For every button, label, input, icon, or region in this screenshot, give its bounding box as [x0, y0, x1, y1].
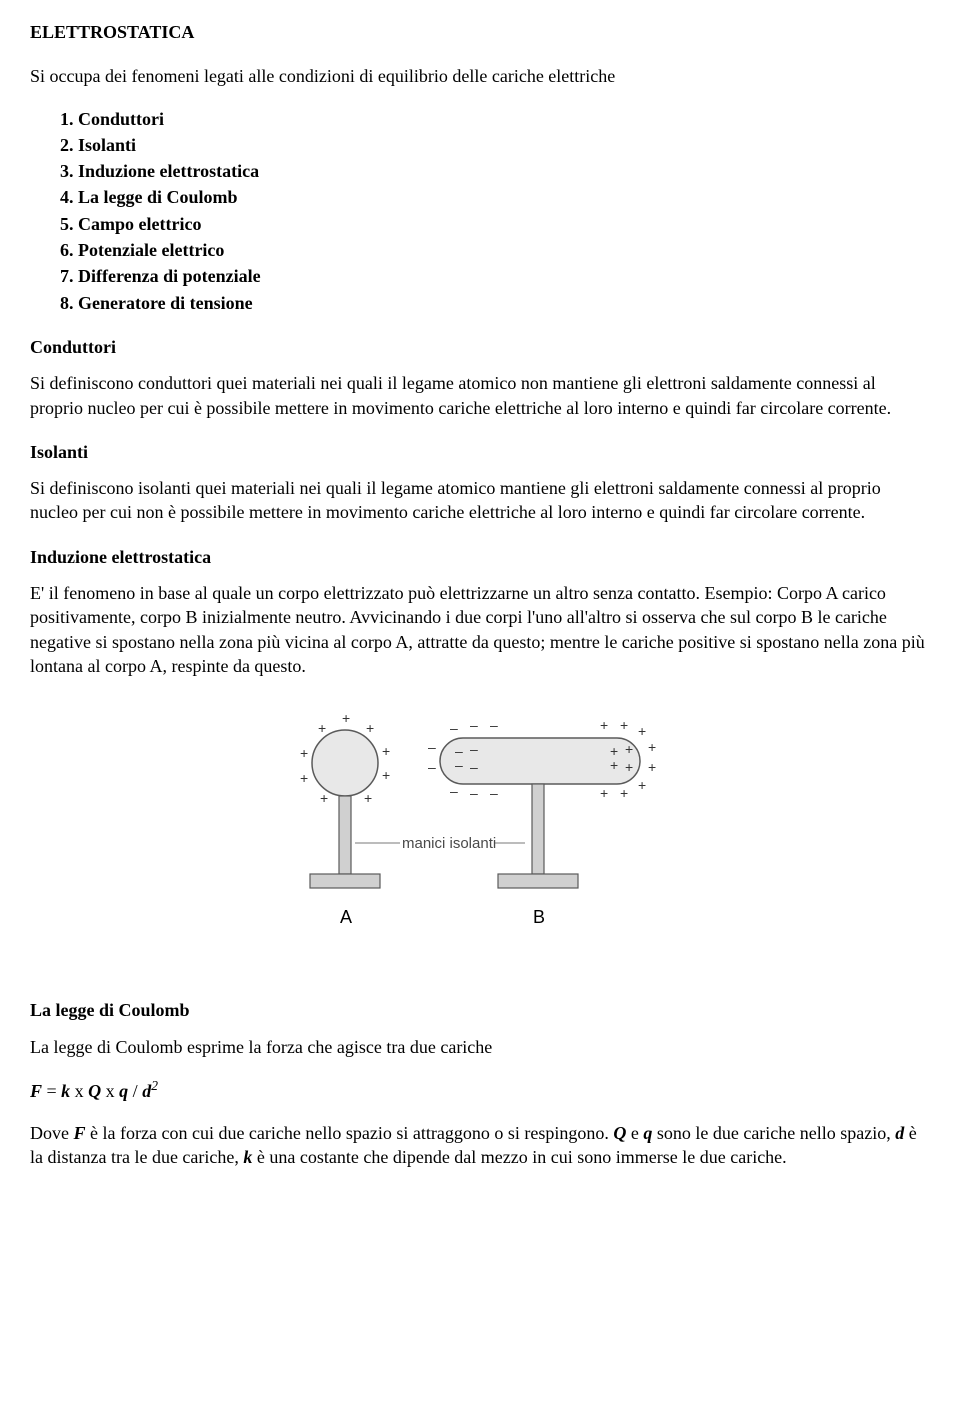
formula-d: d — [142, 1081, 151, 1101]
figure-label-a: A — [340, 907, 352, 927]
svg-text:+: + — [610, 757, 618, 773]
intro-text: Si occupa dei fenomeni legati alle condi… — [30, 64, 930, 88]
svg-text:+: + — [648, 759, 656, 775]
coulomb-intro: La legge di Coulomb esprime la forza che… — [30, 1035, 930, 1059]
desc-Q: Q — [613, 1123, 626, 1143]
section-text-isolanti: Si definiscono isolanti quei materiali n… — [30, 476, 930, 525]
svg-text:+: + — [625, 741, 633, 757]
svg-text:+: + — [600, 717, 608, 733]
svg-text:–: – — [470, 717, 478, 733]
list-item: Induzione elettrostatica — [78, 159, 930, 183]
svg-text:+: + — [600, 785, 608, 801]
section-heading-isolanti: Isolanti — [30, 440, 930, 464]
svg-text:+: + — [382, 743, 390, 759]
coulomb-formula: F = k x Q x q / d2 — [30, 1077, 930, 1103]
formula-slash: / — [128, 1081, 142, 1101]
svg-text:+: + — [638, 777, 646, 793]
svg-text:+: + — [342, 710, 350, 726]
formula-exp: 2 — [151, 1078, 158, 1093]
svg-text:+: + — [625, 759, 633, 775]
section-text-induzione: E' il fenomeno in base al quale un corpo… — [30, 581, 930, 678]
desc-q-after: sono le due cariche nello spazio, — [652, 1123, 895, 1143]
list-item: Differenza di potenziale — [78, 264, 930, 288]
section-heading-induzione: Induzione elettrostatica — [30, 545, 930, 569]
svg-text:–: – — [470, 785, 478, 801]
desc-and: e — [626, 1123, 643, 1143]
induction-svg: + + + + + + + + + – – – – – – – – – – – … — [270, 708, 690, 968]
svg-text:–: – — [450, 783, 458, 799]
svg-text:+: + — [300, 770, 308, 786]
svg-text:–: – — [455, 757, 463, 773]
list-item: Potenziale elettrico — [78, 238, 930, 262]
svg-text:–: – — [428, 739, 436, 755]
page-title: ELETTROSTATICA — [30, 20, 930, 44]
formula-Q: Q — [88, 1081, 101, 1101]
desc-F: F — [74, 1123, 86, 1143]
svg-text:+: + — [638, 723, 646, 739]
svg-text:–: – — [490, 785, 498, 801]
svg-text:+: + — [366, 720, 374, 736]
svg-text:–: – — [428, 759, 436, 775]
svg-text:+: + — [620, 717, 628, 733]
coulomb-description: Dove F è la forza con cui due cariche ne… — [30, 1121, 930, 1170]
svg-text:+: + — [318, 720, 326, 736]
svg-text:+: + — [620, 785, 628, 801]
list-item: La legge di Coulomb — [78, 185, 930, 209]
formula-x2: x — [101, 1081, 119, 1101]
desc-d: d — [895, 1123, 904, 1143]
formula-eq: = — [42, 1081, 61, 1101]
list-item: Generatore di tensione — [78, 291, 930, 315]
svg-text:+: + — [300, 745, 308, 761]
section-text-conduttori: Si definiscono conduttori quei materiali… — [30, 371, 930, 420]
svg-text:+: + — [320, 790, 328, 806]
svg-text:–: – — [470, 759, 478, 775]
desc-k-after: è una costante che dipende dal mezzo in … — [252, 1147, 786, 1167]
list-item: Campo elettrico — [78, 212, 930, 236]
svg-text:+: + — [382, 767, 390, 783]
desc-F-after: è la forza con cui due cariche nello spa… — [86, 1123, 614, 1143]
list-item: Isolanti — [78, 133, 930, 157]
section-heading-conduttori: Conduttori — [30, 335, 930, 359]
svg-text:–: – — [450, 720, 458, 736]
desc-prefix: Dove — [30, 1123, 74, 1143]
figure-label-b: B — [533, 907, 545, 927]
svg-text:–: – — [490, 717, 498, 733]
section-heading-coulomb: La legge di Coulomb — [30, 998, 930, 1022]
svg-text:–: – — [470, 741, 478, 757]
formula-x1: x — [70, 1081, 88, 1101]
formula-q: q — [119, 1081, 128, 1101]
svg-text:+: + — [648, 739, 656, 755]
induction-figure: + + + + + + + + + – – – – – – – – – – – … — [30, 708, 930, 968]
svg-text:+: + — [364, 790, 372, 806]
list-item: Conduttori — [78, 107, 930, 131]
figure-label-handles: manici isolanti — [402, 835, 496, 852]
topic-list: Conduttori Isolanti Induzione elettrosta… — [30, 107, 930, 315]
formula-k: k — [61, 1081, 70, 1101]
desc-q: q — [643, 1123, 652, 1143]
formula-F: F — [30, 1081, 42, 1101]
